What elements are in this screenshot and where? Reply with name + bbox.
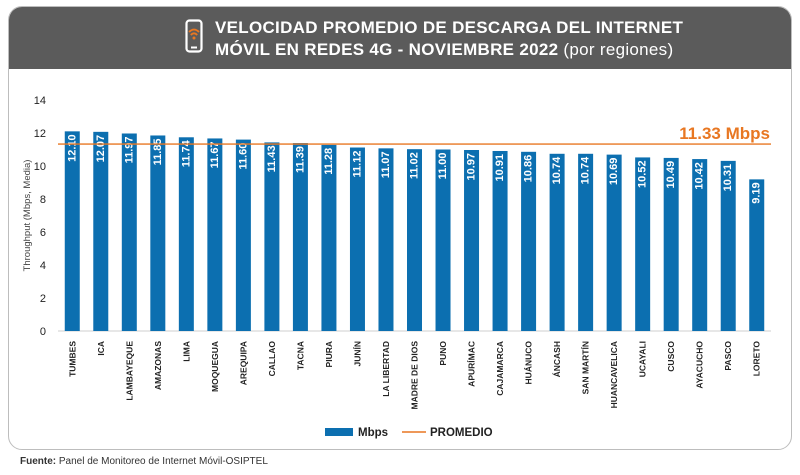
x-category-label: UCAYALI: [638, 341, 648, 377]
bar: [121, 133, 137, 331]
bar-value-label: 12.10: [66, 134, 78, 162]
x-category-label: PUNO: [438, 341, 448, 366]
bar: [207, 138, 223, 331]
bar-value-label: 10.74: [551, 156, 563, 184]
bar: [349, 147, 365, 331]
bar: [235, 139, 251, 331]
x-category-label: HUÁNUCO: [524, 341, 534, 385]
x-category-label: ICA: [96, 341, 106, 356]
bar: [578, 153, 594, 331]
legend-label-mbps: Mbps: [358, 427, 388, 439]
y-axis-label: Throughput (Mbps, Media): [22, 160, 33, 272]
bar: [720, 160, 736, 331]
bar: [521, 151, 537, 331]
x-category-label: HUANCAVELICA: [609, 341, 619, 408]
bar-value-label: 11.12: [351, 151, 363, 178]
bar: [492, 150, 508, 331]
y-tick-label: 2: [40, 293, 46, 305]
bar-value-label: 10.42: [694, 162, 706, 190]
bar-value-label: 11.60: [237, 143, 249, 170]
bar-value-label: 11.07: [380, 151, 392, 178]
x-category-label: CAJAMARCA: [495, 341, 505, 396]
bar-value-label: 10.74: [580, 156, 592, 184]
bar: [378, 148, 394, 331]
bar: [292, 143, 308, 331]
bar-value-label: 10.31: [722, 164, 734, 192]
x-category-label: AREQUIPA: [238, 341, 248, 385]
bar-value-label: 11.02: [409, 152, 421, 179]
bar: [663, 157, 679, 331]
bar-value-label: 12.07: [95, 135, 107, 163]
bar: [435, 149, 451, 331]
y-tick-label: 14: [34, 95, 46, 107]
bar-value-label: 10.52: [637, 160, 649, 188]
x-category-label: SAN MARTÍN: [581, 341, 591, 394]
bar: [464, 149, 480, 331]
chart-title-suffix: (por regiones): [563, 40, 674, 59]
bar-value-label: 10.86: [523, 155, 535, 183]
y-tick-label: 4: [40, 260, 46, 272]
bar: [264, 142, 280, 331]
bar: [635, 157, 651, 331]
x-category-label: AYACUCHO: [695, 341, 705, 389]
bar: [321, 144, 337, 331]
bar-value-label: 11.97: [123, 136, 135, 163]
x-category-label: LORETO: [752, 341, 762, 377]
bar-value-label: 11.85: [152, 138, 164, 165]
x-category-label: CUSCO: [666, 341, 676, 372]
legend-swatch-mbps: [325, 428, 353, 436]
bar-value-label: 10.91: [494, 154, 506, 182]
y-tick-label: 12: [34, 128, 46, 140]
x-category-label: JUNÍN: [352, 341, 362, 367]
x-category-label: PIURA: [324, 341, 334, 367]
chart-title-line2: MÓVIL EN REDES 4G - NOVIEMBRE 2022 (por …: [215, 40, 673, 60]
bar-value-label: 11.74: [180, 139, 192, 167]
bar: [549, 153, 565, 331]
x-category-label: LA LIBERTAD: [381, 341, 391, 397]
source-text: Panel de Monitoreo de Internet Móvil-OSI…: [58, 456, 268, 467]
y-tick-label: 6: [40, 227, 46, 239]
bar-value-label: 11.39: [294, 146, 306, 173]
average-label: 11.33 Mbps: [679, 124, 770, 143]
x-category-label: APURÍMAC: [467, 341, 477, 387]
x-category-label: LAMBAYEQUE: [124, 341, 134, 401]
bar: [692, 159, 708, 331]
bar: [749, 179, 765, 331]
x-category-label: AMAZONAS: [153, 341, 163, 390]
bar: [64, 131, 80, 331]
y-tick-label: 0: [40, 326, 46, 338]
bar-value-label: 10.69: [608, 158, 620, 186]
bar: [93, 131, 109, 331]
bar-value-label: 10.97: [466, 153, 478, 181]
y-tick-label: 8: [40, 194, 46, 206]
bar: [178, 137, 194, 331]
bar-value-label: 9.19: [751, 182, 763, 203]
bar: [407, 149, 422, 331]
source-label: Fuente:: [20, 456, 57, 467]
legend-label-promedio: PROMEDIO: [430, 427, 493, 439]
chart-title-line1: VELOCIDAD PROMEDIO DE DESCARGA DEL INTER…: [215, 18, 684, 37]
bar-value-label: 10.49: [665, 161, 677, 189]
x-category-label: MOQUEGUA: [210, 341, 220, 392]
bar-value-label: 11.28: [323, 148, 335, 175]
x-category-label: TUMBES: [67, 341, 77, 377]
bar-value-label: 11.67: [209, 141, 221, 168]
chart-card: VELOCIDAD PROMEDIO DE DESCARGA DEL INTER…: [8, 6, 792, 450]
bar-value-label: 11.00: [437, 153, 449, 180]
source-note: Fuente: Panel de Monitoreo de Internet M…: [20, 456, 268, 467]
bar: [150, 135, 166, 331]
chart-title-main: MÓVIL EN REDES 4G - NOVIEMBRE 2022: [215, 40, 559, 59]
x-category-label: LIMA: [181, 341, 191, 362]
bar: [606, 154, 622, 331]
bar-value-label: 11.43: [266, 145, 278, 172]
x-category-label: TACNA: [295, 341, 305, 370]
x-category-label: CALLAO: [267, 341, 277, 377]
chart-header: VELOCIDAD PROMEDIO DE DESCARGA DEL INTER…: [9, 7, 791, 69]
x-category-label: PASCO: [723, 341, 733, 371]
y-tick-label: 10: [34, 161, 46, 173]
x-category-label: MADRE DE DIOS: [410, 341, 420, 410]
smartphone-wifi-icon: [185, 19, 203, 53]
x-category-label: ÁNCASH: [552, 341, 562, 377]
